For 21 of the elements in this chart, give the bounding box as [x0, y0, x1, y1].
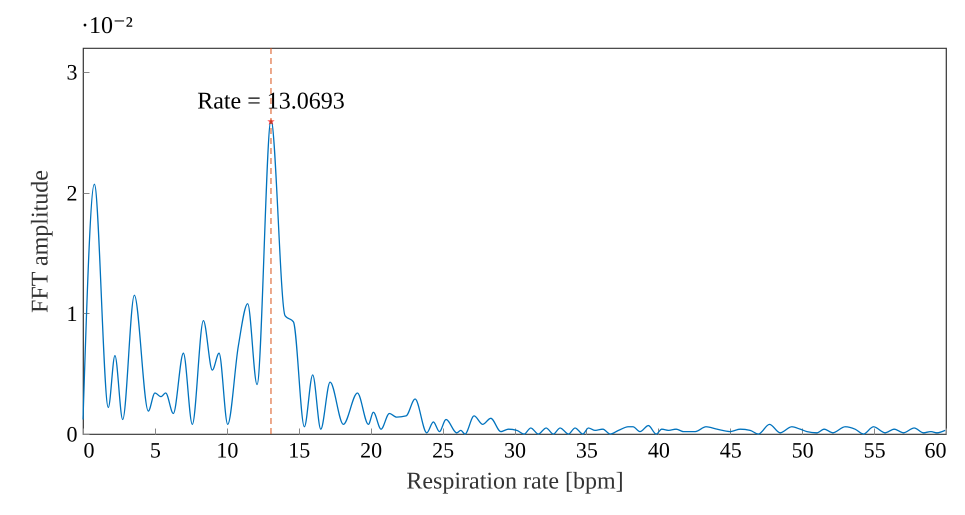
x-tick-label: 45 — [720, 438, 742, 462]
y-tick-label: 2 — [66, 180, 78, 206]
x-tick-label: 20 — [360, 438, 382, 462]
x-tick-label: 5 — [150, 438, 161, 462]
x-tick-label: 55 — [864, 438, 886, 462]
annotation: Rate = 13.0693 — [197, 88, 345, 115]
x-tick-label: 50 — [792, 438, 814, 462]
x-tick-label: 30 — [504, 438, 526, 462]
x-tick-label: 10 — [216, 438, 238, 462]
x-tick-label: 25 — [432, 438, 454, 462]
x-axis-title: Respiration rate [bpm] — [406, 468, 624, 494]
x-tick-label: 0 — [84, 438, 94, 462]
text: ·10⁻² — [81, 13, 133, 39]
x-tick-label: 60 — [924, 438, 946, 462]
x-tick-label: 15 — [288, 438, 310, 462]
y-tick-label: 0 — [66, 422, 78, 446]
y-axis-title: FFT amplitude — [28, 170, 54, 313]
x-tick-label: 35 — [576, 438, 598, 462]
y-tick-label: 1 — [66, 300, 78, 326]
x-tick-label: 40 — [648, 438, 670, 462]
y-tick-label: 3 — [66, 60, 78, 85]
